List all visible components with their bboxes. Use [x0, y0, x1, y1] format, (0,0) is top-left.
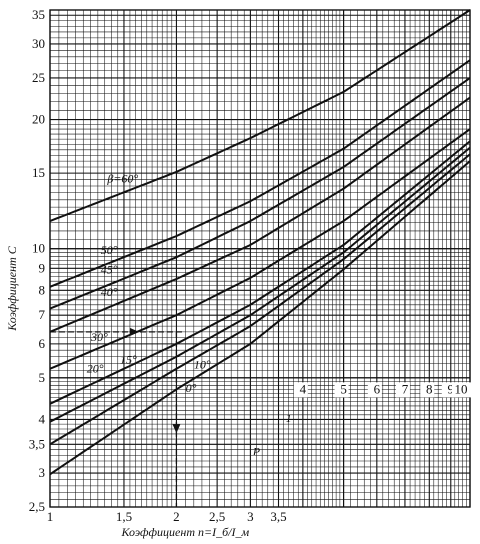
tick-label-backdrop: [293, 382, 308, 398]
y-tick-label: 10: [32, 241, 45, 256]
series-line: [49, 153, 471, 446]
x-tick-label: 3,5: [270, 509, 286, 524]
x-tick-label: 4: [300, 381, 307, 396]
series-labels: β=60° 50° 45° 40° 30° 20° 15° 10° 0°: [87, 171, 211, 395]
tick-label-backdrop: [420, 382, 435, 398]
series-label: 20°: [87, 361, 104, 375]
y-tick-label: 25: [32, 70, 45, 85]
series-label: 30°: [90, 330, 108, 344]
x-axis-title: Коэффициент n=I_б/I_м: [121, 525, 250, 539]
series-line: [49, 128, 471, 370]
x-tick-label: 9: [448, 381, 455, 396]
y-tick-label: 6: [39, 336, 46, 351]
series-label: 0°: [186, 381, 197, 395]
y-tick-label: 7: [39, 307, 46, 322]
series-label: 10°: [194, 357, 211, 371]
series-label: β=60°: [106, 171, 138, 185]
tick-label-backdrop: [334, 382, 349, 398]
y-tick-label: 15: [32, 165, 45, 180]
series-label: 40°: [101, 285, 118, 299]
x-tick-label: 10: [455, 381, 468, 396]
series-label: 45°: [101, 263, 118, 277]
series-line: [49, 96, 471, 333]
example-arrow-down: [172, 424, 181, 434]
series-line: [49, 160, 471, 476]
y-axis-title: Коэффициент C: [5, 245, 19, 331]
series-line: [49, 140, 471, 405]
series-label: 50°: [101, 243, 118, 257]
plot-frame: [49, 9, 471, 508]
tick-label-backdrop: [452, 382, 472, 398]
example-path: [50, 327, 183, 507]
y-tick-labels: 2,5 3 3,5 4 5 6 7 8 9 10 15 20 25 30 35: [29, 7, 46, 514]
x-tick-label: 1: [47, 509, 54, 524]
x-tick-label: 7: [402, 381, 409, 396]
y-tick-label: 2,5: [29, 499, 45, 514]
x-tick-label: 3: [247, 509, 254, 524]
tick-label-backdrop: [367, 382, 382, 398]
x-tick-label: 2,5: [209, 509, 225, 524]
annotation-label: P: [252, 444, 261, 458]
y-tick-label: 4: [39, 411, 46, 426]
y-tick-label: 30: [32, 36, 45, 51]
series-line: [49, 59, 471, 288]
series-line: [49, 9, 471, 222]
tick-label-backdrop: [395, 382, 410, 398]
x-tick-label: 8: [426, 381, 433, 396]
annotation-label: 1: [286, 411, 292, 425]
x-tick-label: 5: [340, 381, 347, 396]
x-tick-label: 6: [374, 381, 381, 396]
x-tick-label: 1,5: [116, 509, 132, 524]
y-tick-label: 5: [39, 370, 46, 385]
y-tick-label: 3,5: [29, 436, 45, 451]
series-lines: [49, 9, 471, 476]
annotations: P1: [252, 411, 292, 459]
x-tick-labels: 1 1,5 2 2,5 3 3,5 4 5 6 7 8 9 10: [47, 381, 472, 524]
y-tick-label: 35: [32, 7, 45, 22]
y-tick-label: 9: [39, 260, 46, 275]
series-line: [49, 146, 471, 423]
y-tick-label: 3: [39, 465, 46, 480]
series-line: [49, 77, 471, 310]
y-tick-label: 20: [32, 112, 45, 127]
series-label: 15°: [120, 353, 137, 367]
x-tick-label: 2: [173, 509, 180, 524]
y-tick-label: 8: [39, 282, 46, 297]
